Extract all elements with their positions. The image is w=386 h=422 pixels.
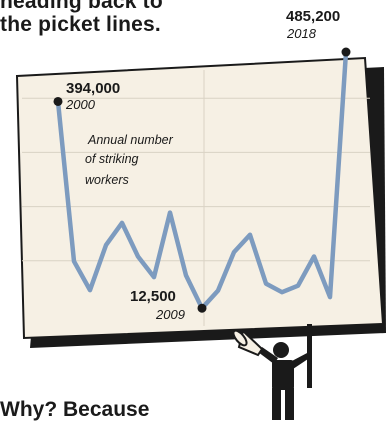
annotation-2009-value: 12,500 <box>130 288 176 305</box>
picket-sign-board <box>15 56 385 340</box>
footer-text: Why? Because <box>0 398 150 421</box>
data-point-2000 <box>53 96 63 106</box>
chart-note-line-3: workers <box>85 173 129 187</box>
headline-line-1: heading back to <box>0 0 163 13</box>
chart-note-line-2: of striking <box>85 152 139 166</box>
headline-line-2: the picket lines. <box>0 13 161 36</box>
annotation-2000-year: 2000 <box>65 97 96 112</box>
annotation-2009-year: 2009 <box>155 307 185 322</box>
data-point-2009 <box>197 303 207 313</box>
headline: heading back to the picket lines. <box>0 0 163 36</box>
chart-note-line-1: Annual number <box>87 133 174 147</box>
annotation-2018-value: 485,200 <box>286 8 340 25</box>
data-points <box>53 47 351 313</box>
protester-icon <box>258 342 311 420</box>
data-point-2018 <box>341 47 351 57</box>
annotation-2018-year: 2018 <box>286 26 317 41</box>
annotation-2000-value: 394,000 <box>66 80 120 97</box>
megaphone-icon <box>232 329 264 357</box>
